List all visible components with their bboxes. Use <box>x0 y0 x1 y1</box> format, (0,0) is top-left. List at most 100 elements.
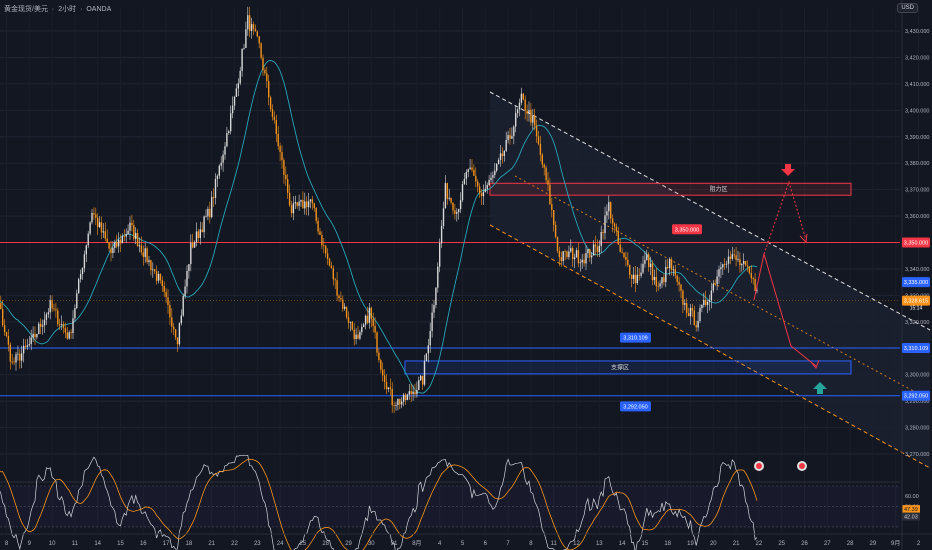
time-axis[interactable]: 8 9 10 11 14 15 16 17 18 21 22 23 24 25 28 29 30 31 8月 4 5 6 7… <box>0 533 932 547</box>
candle-body <box>393 405 395 406</box>
candle-body <box>678 281 680 285</box>
candle-body <box>575 250 578 258</box>
candle-body <box>682 290 684 305</box>
price-tick-label: 3,300.000 <box>905 373 929 379</box>
candle-body <box>568 251 570 257</box>
candlestick-series <box>0 6 758 414</box>
candle-body <box>192 242 194 248</box>
currency-badge[interactable]: USD <box>897 3 918 13</box>
candle-body <box>338 295 340 299</box>
event-icon-2-inner <box>799 463 805 469</box>
candle-body <box>564 251 566 253</box>
candle-body <box>684 303 686 305</box>
candle-body <box>95 214 97 218</box>
candle-body <box>323 245 325 247</box>
axis-tag-support-lower-text: 3,292.050 <box>904 394 928 400</box>
candle-body <box>657 286 659 287</box>
time-tick-label: 25 <box>778 541 785 547</box>
candle-body <box>486 184 488 189</box>
candle-body <box>583 259 585 264</box>
candle-body <box>62 324 65 329</box>
candle-body <box>528 109 530 114</box>
time-tick-label: 14 <box>619 541 626 547</box>
time-tick-label: 25 <box>300 541 307 547</box>
candle-body <box>382 369 384 376</box>
candle-body <box>258 36 260 44</box>
candle-body <box>549 184 551 205</box>
candle-body <box>28 344 30 346</box>
candle-body <box>34 333 36 338</box>
candle-body <box>670 259 673 270</box>
candle-body <box>38 323 40 335</box>
candle-body <box>307 201 310 208</box>
timeframe-label[interactable]: 2小时 <box>58 6 77 13</box>
candle-body <box>233 96 236 106</box>
time-tick-label: 4 <box>438 541 442 547</box>
candle-body <box>100 222 103 233</box>
symbol-header[interactable]: 黄金现货/美元 · 2小时 · OANDA <box>4 4 113 14</box>
candle-body <box>748 266 751 274</box>
candle-body <box>300 199 302 202</box>
candle-body <box>448 197 450 199</box>
candle-body <box>727 256 730 264</box>
candle-body <box>513 126 515 137</box>
price-tick-label: 3,410.000 <box>905 82 929 88</box>
candle-body <box>66 332 68 339</box>
candle-body <box>646 254 648 261</box>
candle-body <box>279 146 281 153</box>
candle-body <box>644 260 646 264</box>
candle-body <box>615 226 618 232</box>
candle-body <box>674 269 676 276</box>
candle-body <box>532 115 534 123</box>
candle-body <box>83 254 86 269</box>
candle-body <box>744 261 747 266</box>
resistance-zone-label: 阻力区 <box>709 185 727 193</box>
candle-body <box>186 270 188 287</box>
arrowhead-down <box>810 359 820 369</box>
candle-body <box>344 306 346 309</box>
mid-tag-resistance-bg <box>672 224 702 235</box>
candle-body <box>108 242 110 249</box>
candle-body <box>89 222 91 234</box>
axis-tag-support-upper-text: 3,310.109 <box>904 346 928 352</box>
time-tick-label: 11 <box>551 541 558 547</box>
candle-body <box>283 160 285 175</box>
axis-tag-secondary-bg <box>902 277 930 288</box>
candle-body <box>91 212 93 223</box>
candle-body <box>146 248 148 263</box>
candle-body <box>78 279 80 294</box>
candle-body <box>640 272 642 276</box>
candle-body <box>480 193 483 197</box>
candle-body <box>535 125 538 137</box>
candle-body <box>0 303 2 310</box>
candle-body <box>167 297 169 306</box>
candle-body <box>378 352 380 361</box>
candle-body <box>714 284 716 285</box>
candle-body <box>152 269 154 271</box>
candle-body <box>478 186 481 194</box>
time-tick-label: 15 <box>642 541 649 547</box>
candle-body <box>5 331 8 336</box>
candle-body <box>328 258 331 266</box>
candle-body <box>587 249 589 254</box>
candle-body <box>695 325 697 328</box>
candle-body <box>294 202 296 204</box>
axis-tag-resistance-text: 3,350.000 <box>904 241 928 247</box>
candle-body <box>484 188 486 192</box>
candle-body <box>271 109 274 117</box>
candle-body <box>431 312 433 331</box>
candle-body <box>545 167 547 181</box>
candle-body <box>334 279 336 281</box>
candle-body <box>216 175 219 179</box>
candle-body <box>425 353 428 362</box>
candle-body <box>353 329 355 340</box>
candle-body <box>676 275 678 282</box>
candle-body <box>410 391 412 395</box>
candle-body <box>72 318 74 333</box>
candle-body <box>363 324 365 327</box>
candle-body <box>368 307 371 323</box>
candle-body <box>397 398 399 406</box>
candle-body <box>395 405 397 406</box>
candle-body <box>45 314 48 320</box>
